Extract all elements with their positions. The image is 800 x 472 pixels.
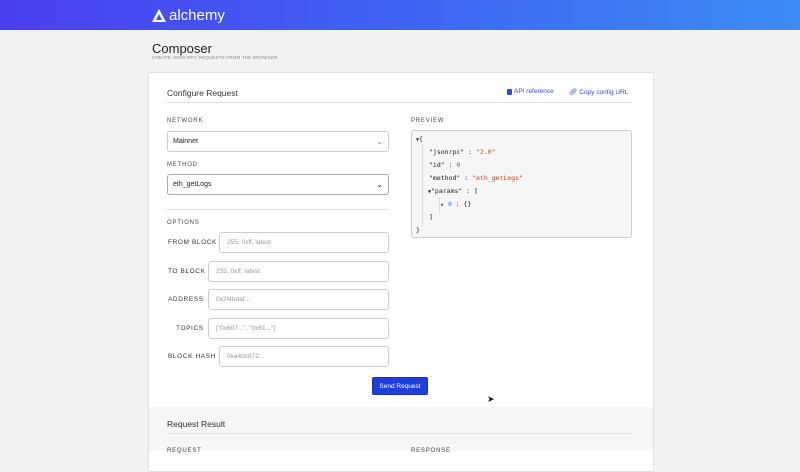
json-key: "id" bbox=[429, 161, 445, 169]
network-label: NETWORK bbox=[167, 118, 204, 124]
json-key: "jsonrpc" bbox=[429, 148, 465, 156]
chevron-down-icon: ⌄ bbox=[376, 180, 383, 189]
copy-config-url-label: Copy config URL bbox=[579, 88, 629, 96]
response-label: RESPONSE bbox=[411, 448, 451, 454]
alchemy-logo-icon bbox=[152, 9, 166, 22]
method-label: METHOD bbox=[167, 162, 198, 168]
book-icon bbox=[507, 88, 512, 95]
from-block-label: FROM BLOCK bbox=[168, 239, 217, 246]
json-value: {} bbox=[463, 200, 472, 208]
json-colon: : bbox=[464, 174, 469, 182]
copy-config-url-link[interactable]: 🔗︎ Copy config URL bbox=[569, 88, 629, 97]
collapse-icon[interactable]: ▼ bbox=[416, 137, 420, 143]
json-colon: : bbox=[466, 187, 471, 195]
configure-title: Configure Request bbox=[167, 88, 238, 98]
page-title: Composer bbox=[152, 41, 212, 56]
mouse-cursor-icon: ➤ bbox=[487, 394, 495, 404]
json-key: "params" bbox=[431, 187, 463, 195]
options-label: OPTIONS bbox=[167, 220, 200, 226]
topics-input[interactable]: ["0x607...", "0x61..."] bbox=[208, 318, 389, 339]
request-label: REQUEST bbox=[167, 448, 202, 454]
json-key: "method" bbox=[429, 174, 461, 182]
indent-guide bbox=[422, 144, 423, 227]
json-index: 0 bbox=[447, 200, 452, 208]
json-open-brace: { bbox=[419, 135, 423, 143]
request-result-section bbox=[149, 407, 653, 451]
page-subtitle: CREATE JSON-RPC REQUESTS FROM THE BROWSE… bbox=[152, 55, 278, 60]
request-result-title: Request Result bbox=[167, 419, 226, 429]
api-reference-label: API reference bbox=[514, 88, 554, 95]
json-value: 0 bbox=[456, 161, 461, 169]
json-colon: : bbox=[448, 161, 453, 169]
address-input[interactable]: 0x2f4bdaf... bbox=[208, 289, 389, 310]
json-value: "2.0" bbox=[476, 148, 496, 156]
json-open-bracket: [ bbox=[474, 187, 479, 195]
brand-name: alchemy bbox=[169, 7, 225, 24]
json-close-bracket: ] bbox=[429, 213, 433, 221]
to-block-label: TO BLOCK bbox=[168, 268, 206, 275]
method-select[interactable]: eth_getLogs ⌄ bbox=[167, 174, 389, 195]
address-label: ADDRESS bbox=[168, 296, 204, 303]
divider bbox=[167, 433, 632, 434]
block-hash-label: BLOCK HASH bbox=[168, 353, 216, 360]
divider bbox=[167, 102, 632, 103]
json-close-brace: } bbox=[416, 226, 420, 234]
top-bar: alchemy bbox=[0, 0, 800, 30]
divider bbox=[167, 209, 389, 210]
block-hash-input[interactable]: 0xa4dc872... bbox=[219, 346, 389, 367]
preview-label: PREVIEW bbox=[411, 118, 445, 124]
method-value: eth_getLogs bbox=[173, 181, 212, 188]
from-block-input[interactable]: 255, 0xff, latest bbox=[219, 232, 389, 253]
topics-label: TOPICS bbox=[176, 325, 204, 332]
send-request-button[interactable]: Send Request bbox=[372, 377, 428, 395]
json-colon: : bbox=[468, 148, 473, 156]
json-preview: ▼{ "jsonrpc" : "2.0" "id" : 0 "method" :… bbox=[411, 130, 632, 238]
network-select[interactable]: Mainnet ⌄ bbox=[167, 131, 389, 152]
network-value: Mainnet bbox=[173, 138, 198, 145]
expand-icon[interactable]: ▶ bbox=[441, 202, 445, 208]
alchemy-logo[interactable]: alchemy bbox=[152, 7, 225, 24]
json-colon: : bbox=[455, 200, 460, 208]
link-icon: 🔗︎ bbox=[569, 89, 578, 96]
json-value: "eth_getLogs" bbox=[472, 174, 523, 182]
indent-guide bbox=[439, 197, 440, 214]
to-block-input[interactable]: 255, 0xff, latest bbox=[208, 261, 389, 282]
chevron-down-icon: ⌄ bbox=[376, 137, 383, 146]
api-reference-link[interactable]: API reference bbox=[507, 88, 554, 95]
collapse-icon[interactable]: ▼ bbox=[428, 189, 432, 195]
